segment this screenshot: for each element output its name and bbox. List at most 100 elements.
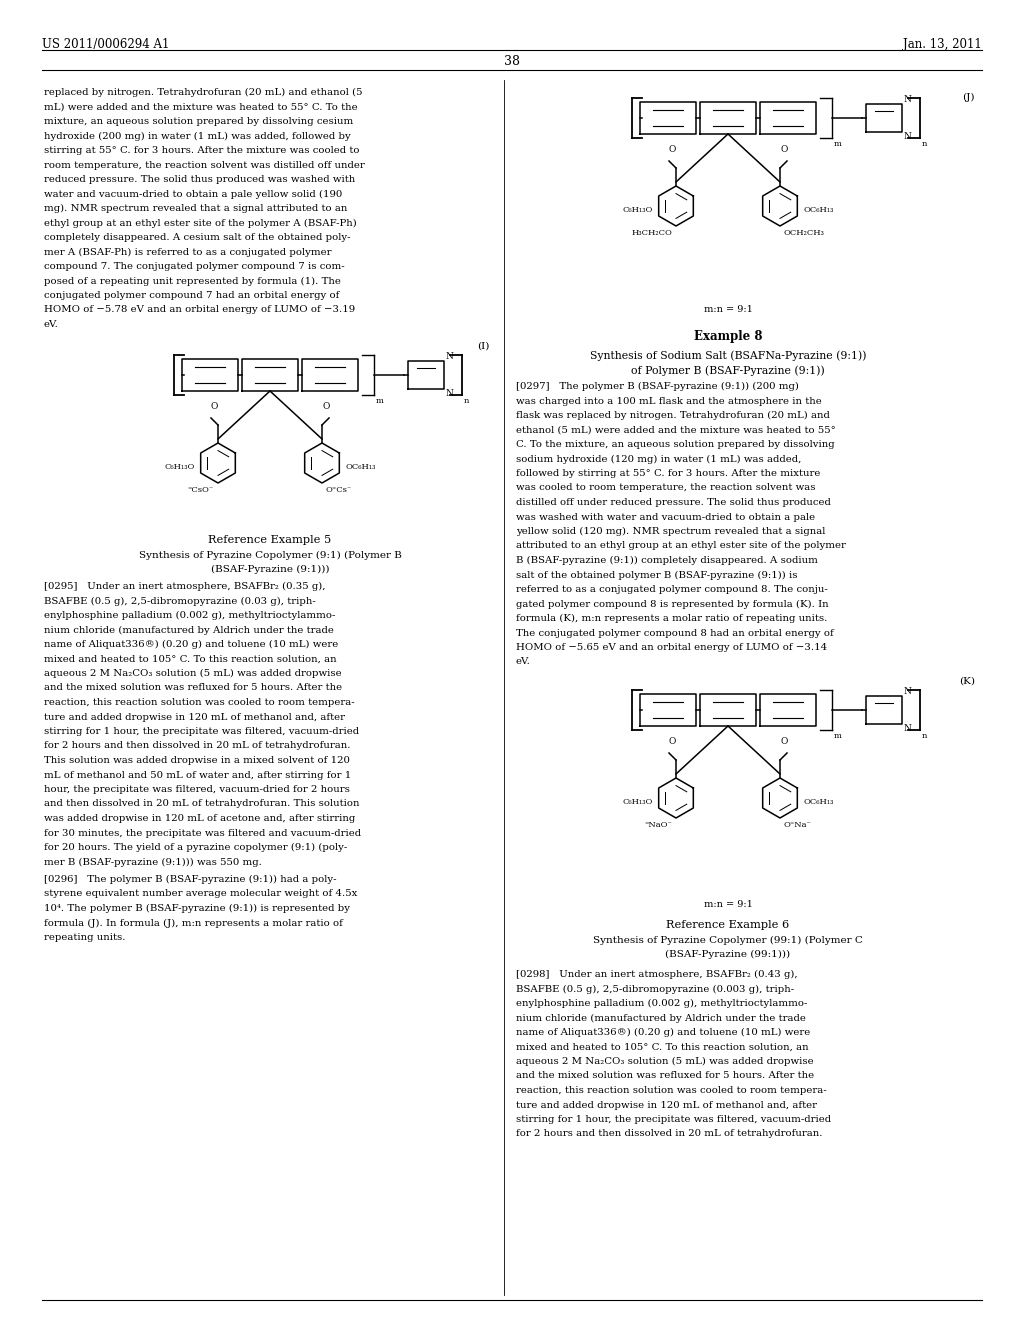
Text: Synthesis of Pyrazine Copolymer (9:1) (Polymer B: Synthesis of Pyrazine Copolymer (9:1) (P… [138,550,401,560]
Text: O: O [669,737,676,746]
Text: formula (J). In formula (J), m:n represents a molar ratio of: formula (J). In formula (J), m:n represe… [44,919,343,928]
Text: OC₆H₁₃: OC₆H₁₃ [345,463,376,471]
Text: m: m [376,397,384,405]
Text: 10⁴. The polymer B (BSAF-pyrazine (9:1)) is represented by: 10⁴. The polymer B (BSAF-pyrazine (9:1))… [44,904,350,913]
Text: C₆H₁₃O: C₆H₁₃O [623,206,653,214]
Text: yellow solid (120 mg). NMR spectrum revealed that a signal: yellow solid (120 mg). NMR spectrum reve… [516,527,825,536]
Text: mixed and heated to 105° C. To this reaction solution, an: mixed and heated to 105° C. To this reac… [516,1043,809,1052]
Text: was charged into a 100 mL flask and the atmosphere in the: was charged into a 100 mL flask and the … [516,396,821,405]
Text: Example 8: Example 8 [693,330,762,343]
Text: nium chloride (manufactured by Aldrich under the trade: nium chloride (manufactured by Aldrich u… [516,1014,806,1023]
Text: 38: 38 [504,55,520,69]
Text: conjugated polymer compound 7 had an orbital energy of: conjugated polymer compound 7 had an orb… [44,290,339,300]
Text: Reference Example 6: Reference Example 6 [667,920,790,931]
Text: sodium hydroxide (120 mg) in water (1 mL) was added,: sodium hydroxide (120 mg) in water (1 mL… [516,454,802,463]
Text: stirring for 1 hour, the precipitate was filtered, vacuum-dried: stirring for 1 hour, the precipitate was… [44,727,359,737]
Text: [0297]   The polymer B (BSAF-pyrazine (9:1)) (200 mg): [0297] The polymer B (BSAF-pyrazine (9:1… [516,381,799,391]
Text: Reference Example 5: Reference Example 5 [208,535,332,545]
Text: C₆H₁₃O: C₆H₁₃O [165,463,195,471]
Text: posed of a repeating unit represented by formula (1). The: posed of a repeating unit represented by… [44,276,341,285]
Text: C. To the mixture, an aqueous solution prepared by dissolving: C. To the mixture, an aqueous solution p… [516,440,835,449]
Text: referred to as a conjugated polymer compound 8. The conju-: referred to as a conjugated polymer comp… [516,585,827,594]
Text: and the mixed solution was refluxed for 5 hours. After the: and the mixed solution was refluxed for … [44,684,342,693]
Text: mg). NMR spectrum revealed that a signal attributed to an: mg). NMR spectrum revealed that a signal… [44,205,347,213]
Text: m: m [834,733,842,741]
Text: N: N [903,132,911,141]
Text: reaction, this reaction solution was cooled to room tempera-: reaction, this reaction solution was coo… [516,1086,826,1096]
Text: and then dissolved in 20 mL of tetrahydrofuran. This solution: and then dissolved in 20 mL of tetrahydr… [44,800,359,808]
Text: and the mixed solution was refluxed for 5 hours. After the: and the mixed solution was refluxed for … [516,1072,814,1081]
Text: N: N [445,352,453,360]
Text: Jan. 13, 2011: Jan. 13, 2011 [903,38,982,51]
Text: HOMO of −5.78 eV and an orbital energy of LUMO of −3.19: HOMO of −5.78 eV and an orbital energy o… [44,305,355,314]
Text: nium chloride (manufactured by Aldrich under the trade: nium chloride (manufactured by Aldrich u… [44,626,334,635]
Text: styrene equivalent number average molecular weight of 4.5x: styrene equivalent number average molecu… [44,890,357,899]
Text: aqueous 2 M Na₂CO₃ solution (5 mL) was added dropwise: aqueous 2 M Na₂CO₃ solution (5 mL) was a… [44,669,342,678]
Text: stirring for 1 hour, the precipitate was filtered, vacuum-dried: stirring for 1 hour, the precipitate was… [516,1115,831,1125]
Text: BSAFBE (0.5 g), 2,5-dibromopyrazine (0.003 g), triph-: BSAFBE (0.5 g), 2,5-dibromopyrazine (0.0… [516,985,795,994]
Text: enylphosphine palladium (0.002 g), methyltrioctylammo-: enylphosphine palladium (0.002 g), methy… [516,999,807,1008]
Text: OCH₂CH₃: OCH₂CH₃ [784,228,825,238]
Text: O: O [780,145,787,154]
Text: ethanol (5 mL) were added and the mixture was heated to 55°: ethanol (5 mL) were added and the mixtur… [516,425,836,434]
Text: N: N [445,389,453,399]
Text: ⁼NaO⁻: ⁼NaO⁻ [644,821,672,829]
Text: [0298]   Under an inert atmosphere, BSAFBr₂ (0.43 g),: [0298] Under an inert atmosphere, BSAFBr… [516,970,798,979]
Text: reaction, this reaction solution was cooled to room tempera-: reaction, this reaction solution was coo… [44,698,354,708]
Text: ture and added dropwise in 120 mL of methanol and, after: ture and added dropwise in 120 mL of met… [44,713,345,722]
Text: m:n = 9:1: m:n = 9:1 [703,305,753,314]
Text: compound 7. The conjugated polymer compound 7 is com-: compound 7. The conjugated polymer compo… [44,261,345,271]
Text: mer A (BSAF-Ph) is referred to as a conjugated polymer: mer A (BSAF-Ph) is referred to as a conj… [44,248,332,256]
Text: name of Aliquat336®) (0.20 g) and toluene (10 mL) were: name of Aliquat336®) (0.20 g) and toluen… [516,1028,810,1038]
Text: flask was replaced by nitrogen. Tetrahydrofuran (20 mL) and: flask was replaced by nitrogen. Tetrahyd… [516,411,829,420]
Text: eV.: eV. [516,657,530,667]
Text: for 30 minutes, the precipitate was filtered and vacuum-dried: for 30 minutes, the precipitate was filt… [44,829,361,837]
Text: (BSAF-Pyrazine (9:1))): (BSAF-Pyrazine (9:1))) [211,565,330,574]
Text: [0296]   The polymer B (BSAF-pyrazine (9:1)) had a poly-: [0296] The polymer B (BSAF-pyrazine (9:1… [44,875,337,884]
Text: followed by stirring at 55° C. for 3 hours. After the mixture: followed by stirring at 55° C. for 3 hou… [516,469,820,478]
Text: (K): (K) [959,677,975,686]
Text: m: m [834,140,842,148]
Text: HOMO of −5.65 eV and an orbital energy of LUMO of −3.14: HOMO of −5.65 eV and an orbital energy o… [516,643,827,652]
Text: distilled off under reduced pressure. The solid thus produced: distilled off under reduced pressure. Th… [516,498,830,507]
Text: was washed with water and vacuum-dried to obtain a pale: was washed with water and vacuum-dried t… [516,512,815,521]
Text: B (BSAF-pyrazine (9:1)) completely disappeared. A sodium: B (BSAF-pyrazine (9:1)) completely disap… [516,556,818,565]
Text: ⁼CsO⁻: ⁼CsO⁻ [187,486,214,494]
Text: mer B (BSAF-pyrazine (9:1))) was 550 mg.: mer B (BSAF-pyrazine (9:1))) was 550 mg. [44,858,262,867]
Text: N: N [903,686,911,696]
Text: for 20 hours. The yield of a pyrazine copolymer (9:1) (poly-: for 20 hours. The yield of a pyrazine co… [44,843,347,853]
Text: aqueous 2 M Na₂CO₃ solution (5 mL) was added dropwise: aqueous 2 M Na₂CO₃ solution (5 mL) was a… [516,1057,814,1067]
Text: O⁼Na⁻: O⁼Na⁻ [784,821,812,829]
Text: mL of methanol and 50 mL of water and, after stirring for 1: mL of methanol and 50 mL of water and, a… [44,771,351,780]
Text: O: O [323,403,330,411]
Text: gated polymer compound 8 is represented by formula (K). In: gated polymer compound 8 is represented … [516,599,828,609]
Text: Synthesis of Pyrazine Copolymer (99:1) (Polymer C: Synthesis of Pyrazine Copolymer (99:1) (… [593,936,863,945]
Text: N: N [903,95,911,104]
Text: reduced pressure. The solid thus produced was washed with: reduced pressure. The solid thus produce… [44,176,355,183]
Text: O: O [780,737,787,746]
Text: (J): (J) [963,92,975,102]
Text: water and vacuum-dried to obtain a pale yellow solid (190: water and vacuum-dried to obtain a pale … [44,190,342,198]
Text: name of Aliquat336®) (0.20 g) and toluene (10 mL) were: name of Aliquat336®) (0.20 g) and toluen… [44,640,338,649]
Text: O⁼Cs⁻: O⁼Cs⁻ [326,486,352,494]
Text: salt of the obtained polymer B (BSAF-pyrazine (9:1)) is: salt of the obtained polymer B (BSAF-pyr… [516,570,798,579]
Text: completely disappeared. A cesium salt of the obtained poly-: completely disappeared. A cesium salt of… [44,234,350,242]
Text: Synthesis of Sodium Salt (BSAFNa-Pyrazine (9:1)): Synthesis of Sodium Salt (BSAFNa-Pyrazin… [590,350,866,360]
Text: repeating units.: repeating units. [44,933,126,942]
Text: n: n [464,397,469,405]
Text: [0295]   Under an inert atmosphere, BSAFBr₂ (0.35 g),: [0295] Under an inert atmosphere, BSAFBr… [44,582,326,591]
Text: replaced by nitrogen. Tetrahydrofuran (20 mL) and ethanol (5: replaced by nitrogen. Tetrahydrofuran (2… [44,88,362,98]
Text: room temperature, the reaction solvent was distilled off under: room temperature, the reaction solvent w… [44,161,365,169]
Text: OC₆H₁₃: OC₆H₁₃ [803,206,834,214]
Text: enylphosphine palladium (0.002 g), methyltrioctylammo-: enylphosphine palladium (0.002 g), methy… [44,611,336,620]
Text: m:n = 9:1: m:n = 9:1 [703,900,753,909]
Text: mL) were added and the mixture was heated to 55° C. To the: mL) were added and the mixture was heate… [44,103,357,111]
Text: n: n [922,733,928,741]
Text: mixture, an aqueous solution prepared by dissolving cesium: mixture, an aqueous solution prepared by… [44,117,353,125]
Text: (BSAF-Pyrazine (99:1))): (BSAF-Pyrazine (99:1))) [666,950,791,960]
Text: The conjugated polymer compound 8 had an orbital energy of: The conjugated polymer compound 8 had an… [516,628,834,638]
Text: O: O [669,145,676,154]
Text: hour, the precipitate was filtered, vacuum-dried for 2 hours: hour, the precipitate was filtered, vacu… [44,785,350,795]
Text: H₃CH₂CO: H₃CH₂CO [631,228,672,238]
Text: was cooled to room temperature, the reaction solvent was: was cooled to room temperature, the reac… [516,483,815,492]
